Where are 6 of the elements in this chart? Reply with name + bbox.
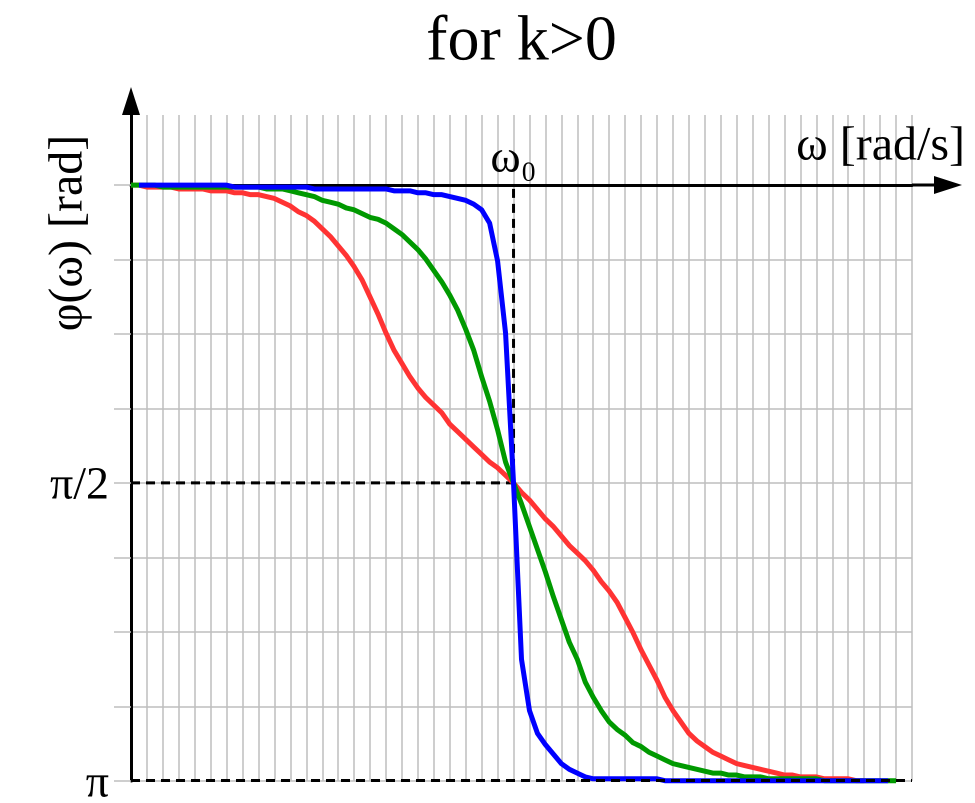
chart-title: for k>0 <box>426 2 617 74</box>
y-tick-label: π/2 <box>50 458 109 509</box>
x-axis-title: ω [rad/s] <box>796 118 965 170</box>
x-tick-label: ω₀ <box>490 130 537 182</box>
y-axis-title: φ(ω) [rad] <box>40 134 92 332</box>
y-tick-label: π <box>86 756 109 803</box>
